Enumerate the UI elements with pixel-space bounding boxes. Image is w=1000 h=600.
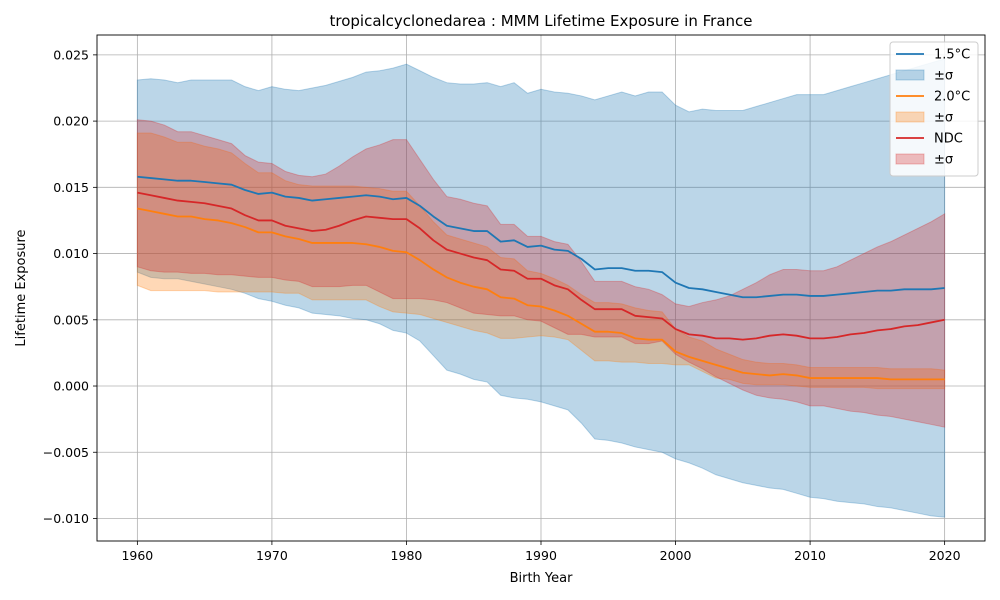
legend-label: ±σ (934, 69, 953, 84)
legend-label: 2.0°C (934, 90, 970, 105)
sigma-bands (136, 58, 946, 518)
legend-label: NDC (934, 132, 963, 147)
legend-band-swatch (895, 69, 925, 81)
y-tick-label: −0.010 (43, 511, 89, 526)
legend-label: 1.5°C (934, 48, 970, 63)
y-tick-label: −0.005 (43, 445, 89, 460)
x-tick-label: 2020 (929, 548, 961, 563)
x-tick-label: 1970 (256, 548, 288, 563)
legend-band-swatch (895, 111, 925, 123)
x-tick-label: 2010 (794, 548, 826, 563)
y-tick-label: 0.015 (53, 180, 89, 195)
y-tick-label: 0.005 (53, 312, 89, 327)
x-tick-label: 2000 (660, 548, 692, 563)
legend-box (889, 41, 979, 177)
series-line-1.5°C (137, 175, 945, 299)
legend-band-swatch (895, 153, 925, 165)
y-tick-label: 0.000 (53, 379, 89, 394)
sigma-band-1.5°C (136, 58, 946, 518)
series-line-NDC (137, 191, 945, 341)
x-tick-label: 1990 (525, 548, 557, 563)
grid (97, 35, 985, 541)
y-tick-label: 0.010 (53, 246, 89, 261)
legend: 1.5°C ±σ 2.0°C ±σ NDC ±σ (889, 41, 979, 177)
y-axis-label: Lifetime Exposure (14, 229, 29, 346)
series-line-2.0°C (137, 207, 945, 381)
series-lines (137, 175, 945, 381)
x-axis-label: Birth Year (510, 571, 574, 586)
sigma-band-NDC (136, 119, 946, 428)
sigma-band-2.0°C (136, 132, 946, 390)
legend-label: ±σ (934, 111, 953, 126)
axes: 1960 1970 1980 1990 2000 2010 2020 −0.010 −0.005… (43, 34, 986, 563)
chart-title: tropicalcyclonedarea : MMM Lifetime Expo… (329, 12, 752, 30)
y-tick-label: 0.020 (53, 114, 89, 129)
x-tick-label: 1980 (391, 548, 423, 563)
y-tick-label: 0.025 (53, 47, 89, 62)
x-tick-label: 1960 (121, 548, 153, 563)
legend-label: ±σ (934, 153, 953, 168)
